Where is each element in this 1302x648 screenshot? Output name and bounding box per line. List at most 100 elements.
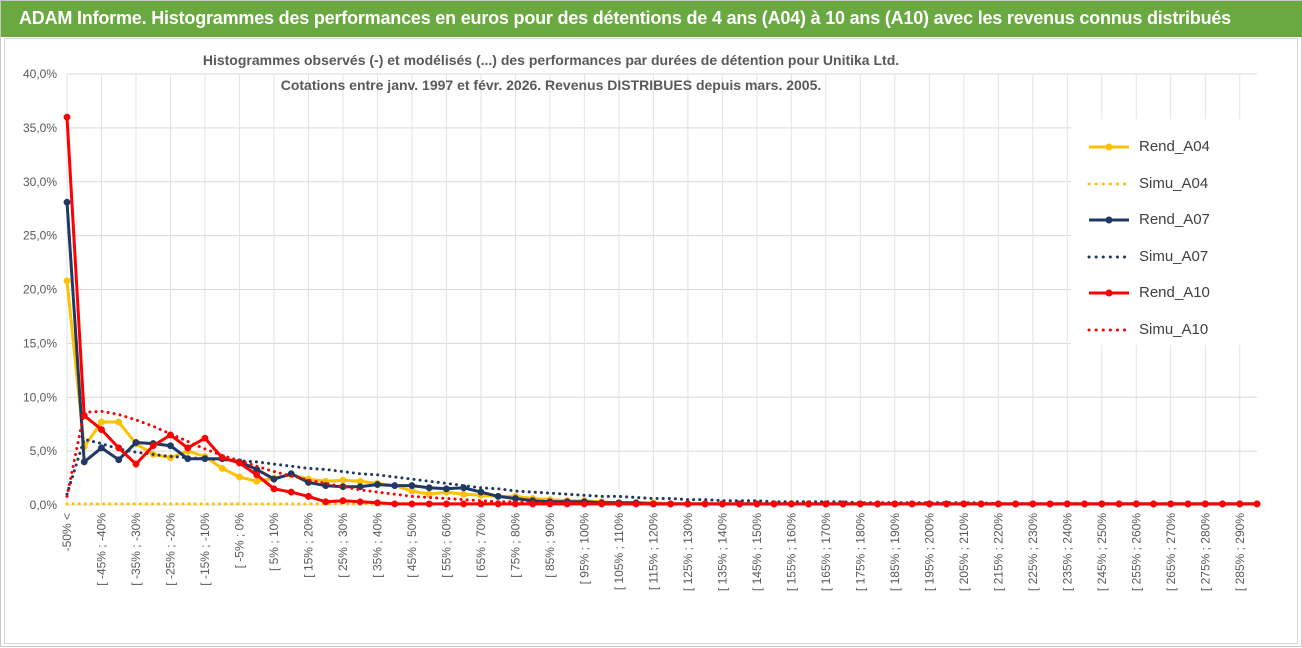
x-tick-label: [ 15% ; 20% bbox=[301, 513, 315, 578]
series-line-simu-a07 bbox=[65, 437, 1259, 506]
x-tick-label: [ 55% ; 60% bbox=[439, 513, 453, 578]
y-tick-label: 10,0% bbox=[23, 390, 57, 404]
data-point-rend-a10 bbox=[115, 444, 123, 452]
data-point-rend-a10 bbox=[425, 500, 433, 508]
chart-legend: Rend_A04 Simu_A04 Rend_A07 Simu_A07 Rend_A10… bbox=[1071, 119, 1281, 345]
y-tick-label: 25,0% bbox=[23, 229, 57, 243]
x-tick-label: -50% < bbox=[60, 513, 74, 551]
legend-label: Rend_A07 bbox=[1139, 211, 1210, 228]
data-point-rend-a10 bbox=[460, 500, 468, 508]
legend-item-simu-a07: Simu_A07 bbox=[1083, 245, 1273, 269]
data-point-rend-a07 bbox=[167, 442, 174, 450]
data-point-rend-a10 bbox=[408, 500, 416, 508]
x-tick-label: [ -15% ; -10% bbox=[198, 513, 212, 586]
data-point-rend-a07 bbox=[408, 482, 416, 490]
data-point-rend-a07 bbox=[270, 475, 278, 483]
y-tick-label: 15,0% bbox=[23, 336, 57, 350]
x-tick-label: [ 125% ; 130% bbox=[681, 513, 695, 591]
x-tick-label: [ 5% ; 10% bbox=[267, 513, 281, 571]
y-tick-label: 5,0% bbox=[30, 444, 58, 458]
data-point-rend-a04 bbox=[339, 476, 347, 484]
x-tick-label: [ -35% ; -30% bbox=[129, 513, 143, 586]
data-point-rend-a10 bbox=[477, 500, 485, 508]
data-point-rend-a10 bbox=[270, 485, 278, 493]
data-point-rend-a10 bbox=[442, 500, 450, 508]
x-tick-label: [ 285% ; 290% bbox=[1233, 513, 1247, 591]
legend-swatch bbox=[1087, 328, 1131, 331]
data-point-rend-a07 bbox=[373, 481, 381, 488]
data-point-rend-a07 bbox=[494, 492, 502, 500]
x-tick-label: [ 175% ; 180% bbox=[853, 513, 867, 591]
x-tick-label: [ 135% ; 140% bbox=[715, 513, 729, 591]
data-point-rend-a10 bbox=[149, 442, 157, 450]
y-tick-label: 30,0% bbox=[23, 175, 57, 189]
data-point-rend-a04 bbox=[218, 464, 226, 472]
data-point-rend-a10 bbox=[322, 498, 330, 506]
data-point-rend-a07 bbox=[477, 488, 485, 496]
header-title: ADAM Informe. Histogrammes des performan… bbox=[19, 8, 1231, 28]
data-point-rend-a10 bbox=[98, 426, 105, 434]
legend-swatch bbox=[1089, 143, 1129, 151]
x-tick-label: [ 245% ; 250% bbox=[1095, 513, 1109, 591]
data-point-rend-a07 bbox=[80, 458, 88, 466]
x-tick-label: [ 65% ; 70% bbox=[474, 513, 488, 578]
data-point-rend-a07 bbox=[115, 456, 123, 464]
legend-label: Rend_A10 bbox=[1139, 284, 1210, 301]
x-tick-label: [ 255% ; 260% bbox=[1129, 513, 1143, 591]
legend-label: Simu_A10 bbox=[1139, 320, 1209, 338]
data-point-rend-a10 bbox=[356, 498, 364, 506]
data-point-rend-a07 bbox=[63, 198, 71, 206]
data-point-rend-a07 bbox=[132, 439, 140, 446]
data-point-rend-a10 bbox=[287, 488, 295, 496]
data-point-rend-a07 bbox=[98, 444, 105, 452]
x-tick-label: [ -25% ; -20% bbox=[163, 513, 177, 586]
data-point-rend-a10 bbox=[253, 471, 261, 479]
x-tick-label: [ -5% ; 0% bbox=[232, 513, 246, 569]
legend-item-simu-a04: Simu_A04 bbox=[1083, 172, 1273, 196]
x-tick-label: [ 95% ; 100% bbox=[577, 513, 591, 585]
legend-label: Simu_A07 bbox=[1139, 247, 1209, 265]
x-tick-label: [ 75% ; 80% bbox=[508, 513, 522, 578]
data-point-rend-a10 bbox=[63, 113, 71, 121]
y-tick-label: 0,0% bbox=[30, 498, 58, 512]
legend-label: Rend_A04 bbox=[1139, 138, 1210, 155]
data-point-rend-a10 bbox=[201, 434, 209, 442]
legend-swatch bbox=[1087, 255, 1131, 258]
chart-title-line-1: Histogrammes observés (-) et modélisés (… bbox=[202, 52, 900, 68]
y-tick-label: 40,0% bbox=[23, 67, 57, 81]
y-tick-label: 20,0% bbox=[23, 283, 57, 297]
x-tick-label: [ 105% ; 110% bbox=[612, 513, 626, 590]
legend-swatch bbox=[1087, 182, 1131, 185]
data-point-rend-a10 bbox=[132, 460, 140, 468]
data-point-rend-a04 bbox=[115, 418, 123, 426]
data-point-rend-a10 bbox=[184, 444, 192, 452]
data-point-rend-a04 bbox=[236, 473, 243, 481]
x-tick-label: [ 235% ; 240% bbox=[1060, 513, 1074, 591]
y-tick-label: 35,0% bbox=[23, 121, 57, 135]
data-point-rend-a07 bbox=[425, 484, 433, 492]
data-point-rend-a07 bbox=[442, 485, 450, 493]
x-tick-label: [ 195% ; 200% bbox=[922, 513, 936, 591]
x-tick-label: [ 165% ; 170% bbox=[819, 513, 833, 591]
x-tick-label: [ 145% ; 150% bbox=[750, 513, 764, 591]
chart-title-line-2: Cotations entre janv. 1997 et févr. 2026… bbox=[280, 77, 822, 93]
chart-area-border bbox=[4, 38, 1298, 644]
legend-item-rend-a07: Rend_A07 bbox=[1083, 208, 1273, 232]
x-tick-label: [ 205% ; 210% bbox=[957, 513, 971, 591]
x-tick-label: [ -45% ; -40% bbox=[94, 513, 108, 586]
data-point-rend-a10 bbox=[373, 499, 381, 507]
x-tick-label: [ 85% ; 90% bbox=[543, 513, 557, 578]
legend-label: Simu_A04 bbox=[1139, 174, 1209, 192]
data-point-rend-a04 bbox=[460, 490, 468, 498]
legend-item-rend-a04: Rend_A04 bbox=[1083, 135, 1273, 159]
data-point-rend-a04 bbox=[98, 418, 105, 426]
legend-item-rend-a10: Rend_A10 bbox=[1083, 281, 1273, 305]
header-bar: ADAM Informe. Histogrammes des performan… bbox=[1, 1, 1302, 37]
x-tick-label: [ 35% ; 40% bbox=[370, 513, 384, 578]
data-point-rend-a10 bbox=[304, 492, 312, 500]
x-tick-label: [ 115% ; 120% bbox=[646, 513, 660, 590]
x-tick-label: [ 225% ; 230% bbox=[1026, 513, 1040, 591]
data-point-rend-a07 bbox=[391, 482, 399, 490]
